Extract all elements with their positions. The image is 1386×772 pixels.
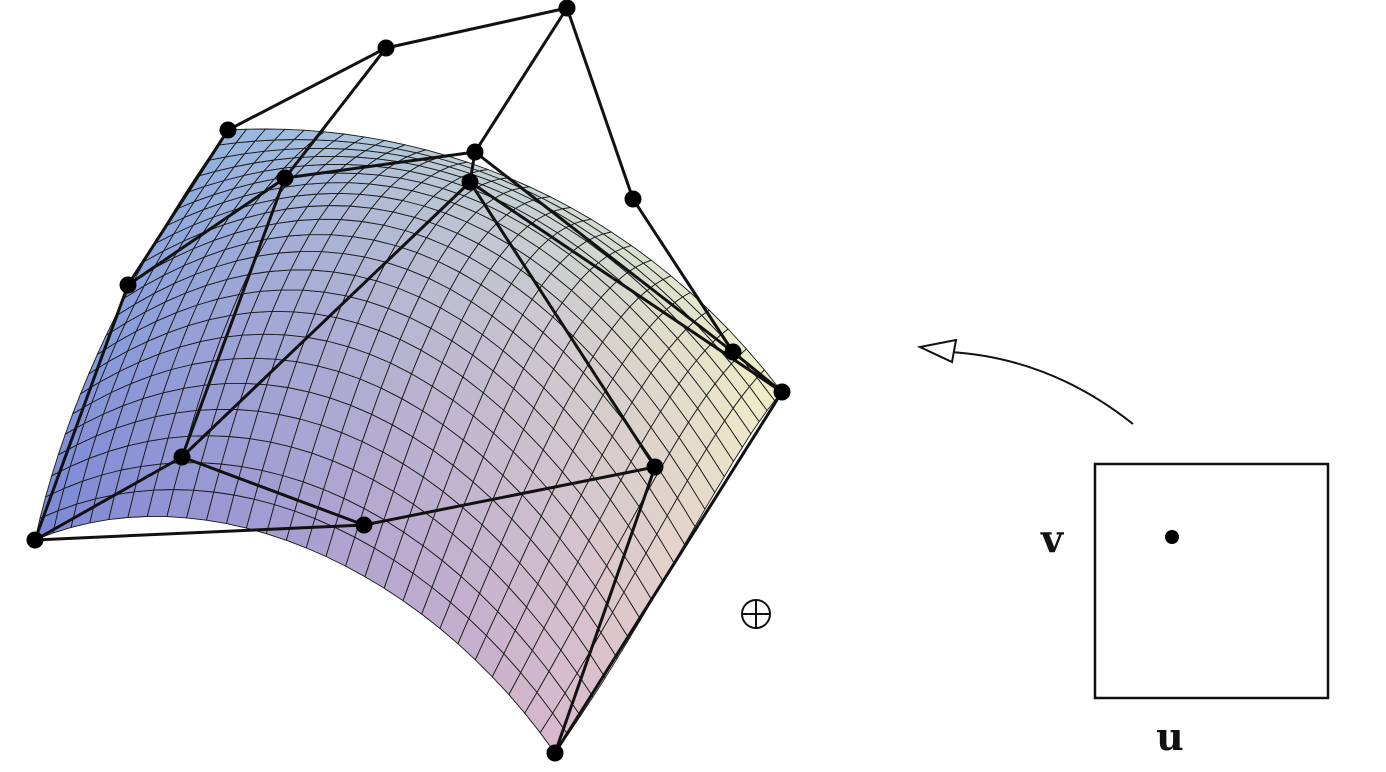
control-net-edge [565, 6, 635, 201]
control-net-edge [180, 180, 472, 459]
control-point [355, 516, 373, 534]
control-net-edge [631, 197, 735, 354]
control-net-edge [473, 150, 735, 354]
control-point [466, 143, 484, 161]
control-point [219, 121, 237, 139]
control-net-edge [468, 180, 657, 469]
control-net-edge [553, 390, 784, 755]
control-net-edge [33, 283, 130, 542]
control-net [33, 6, 784, 755]
control-net-edge [33, 523, 366, 542]
control-net-edge [731, 350, 784, 394]
parameter-domain-square [1093, 462, 1330, 700]
control-point [724, 343, 742, 361]
u-axis-label: u [1156, 714, 1184, 759]
control-point [546, 744, 564, 762]
parameter-point [1165, 530, 1179, 544]
control-net-edge [126, 128, 230, 287]
control-net-edge [180, 176, 287, 459]
control-net-edge [283, 46, 388, 180]
control-net-edge [33, 455, 184, 542]
control-point [276, 169, 294, 187]
control-point [173, 448, 191, 466]
circle-plus-icon [741, 599, 771, 629]
control-point [119, 276, 137, 294]
control-point [624, 190, 642, 208]
control-point [26, 531, 44, 549]
control-net-edge [384, 6, 569, 50]
control-point [377, 39, 395, 57]
surface-mesh [34, 128, 783, 754]
control-net-edge [553, 465, 657, 755]
control-net-edge [126, 176, 287, 287]
control-net-edge [283, 150, 477, 180]
control-net-edge [362, 465, 657, 527]
control-point [773, 383, 791, 401]
curved-arrow-icon [916, 338, 1134, 425]
control-net-edge [180, 455, 366, 527]
v-axis-label: v [1040, 516, 1065, 561]
control-net-edge [226, 46, 388, 132]
control-net-edge [473, 6, 569, 154]
control-point [461, 173, 479, 191]
control-point [646, 458, 664, 476]
control-point [558, 0, 576, 17]
control-points [26, 0, 791, 762]
